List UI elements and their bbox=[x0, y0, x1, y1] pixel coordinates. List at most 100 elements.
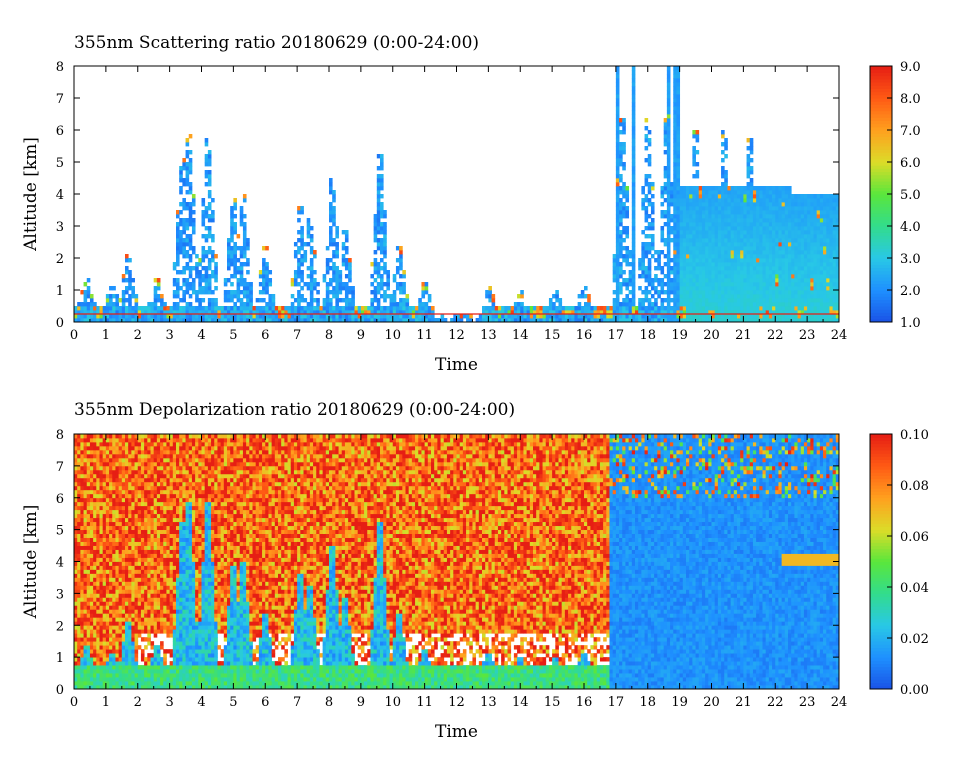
colorbar-swatch bbox=[870, 98, 892, 102]
colorbar-swatch bbox=[870, 251, 892, 256]
x-tick-label: 4 bbox=[197, 695, 205, 710]
colorbar-swatch bbox=[870, 216, 892, 221]
colorbar-swatch bbox=[870, 146, 892, 150]
colorbar-swatch bbox=[870, 312, 892, 317]
colorbar-swatch bbox=[870, 142, 892, 147]
colorbar-swatch bbox=[870, 82, 892, 86]
x-tick-label: 5 bbox=[229, 328, 237, 343]
colorbar-swatch bbox=[870, 472, 892, 476]
x-tick-label: 20 bbox=[703, 695, 720, 710]
colorbar-swatch bbox=[870, 235, 892, 240]
colorbar-swatch bbox=[870, 536, 892, 540]
colorbar-swatch bbox=[870, 306, 892, 310]
colorbar-swatch bbox=[870, 469, 892, 473]
colorbar-swatch bbox=[870, 110, 892, 115]
colorbar-swatch bbox=[870, 644, 892, 649]
colorbar-swatch bbox=[870, 641, 892, 645]
colorbar-swatch bbox=[870, 171, 892, 176]
y-tick-label: 1 bbox=[56, 284, 64, 299]
colorbar-swatch bbox=[870, 270, 892, 275]
y-tick-label: 4 bbox=[56, 556, 64, 571]
x-tick-label: 18 bbox=[639, 695, 656, 710]
x-tick-label: 2 bbox=[134, 328, 142, 343]
colorbar-swatch bbox=[870, 481, 892, 486]
colorbar-swatch bbox=[870, 274, 892, 278]
colorbar-swatch bbox=[870, 685, 892, 690]
chart-title: 355nm Depolarization ratio 20180629 (0:0… bbox=[74, 400, 515, 420]
colorbar-swatch bbox=[870, 117, 892, 121]
colorbar-swatch bbox=[870, 174, 892, 179]
colorbar-swatch bbox=[870, 564, 892, 569]
x-tick-label: 9 bbox=[357, 328, 365, 343]
x-tick-label: 4 bbox=[197, 328, 205, 343]
colorbar-swatch bbox=[870, 453, 892, 457]
colorbar-swatch bbox=[870, 126, 892, 131]
colorbar-swatch bbox=[870, 622, 892, 626]
x-tick-label: 16 bbox=[576, 695, 593, 710]
axis-ticks: 0 1 2 3 4 5 6 7 8 9 10 11 12 13 14 15 16 17 18 19 20 21 22 23 24… bbox=[56, 428, 848, 710]
y-axis-label: Altitude [km] bbox=[21, 137, 41, 252]
x-tick-label: 6 bbox=[261, 328, 269, 343]
colorbar-swatch bbox=[870, 78, 892, 83]
y-tick-label: 3 bbox=[56, 587, 64, 602]
colorbar-swatch bbox=[870, 104, 892, 109]
y-tick-label: 2 bbox=[56, 252, 64, 267]
colorbar-swatch bbox=[870, 612, 892, 617]
colorbar-swatch bbox=[870, 107, 892, 112]
colorbar-swatch bbox=[870, 213, 892, 217]
x-tick-label: 13 bbox=[480, 695, 497, 710]
colorbar-swatch bbox=[870, 440, 892, 445]
colorbar-swatch bbox=[870, 574, 892, 578]
colorbar-swatch bbox=[870, 580, 892, 585]
colorbar-swatch bbox=[870, 520, 892, 524]
y-tick-label: 5 bbox=[56, 156, 64, 171]
colorbar: 0.00 0.02 0.04 0.06 0.08 0.10 bbox=[869, 428, 929, 698]
colorbar-swatch bbox=[870, 555, 892, 559]
colorbar-swatch bbox=[870, 210, 892, 214]
colorbar-swatch bbox=[870, 75, 892, 80]
colorbar-swatch bbox=[870, 248, 892, 253]
colorbar-swatch bbox=[870, 638, 892, 642]
colorbar-swatch bbox=[870, 443, 892, 448]
colorbar-swatch bbox=[870, 657, 892, 661]
colorbar-swatch bbox=[870, 593, 892, 598]
colorbar-swatch bbox=[870, 437, 892, 441]
colorbar-swatch bbox=[870, 497, 892, 502]
x-tick-label: 11 bbox=[416, 695, 433, 710]
x-tick-label: 1 bbox=[102, 695, 110, 710]
colorbar-label: 0.10 bbox=[900, 428, 929, 443]
x-tick-label: 23 bbox=[799, 328, 816, 343]
x-tick-label: 2 bbox=[134, 695, 142, 710]
depolarization-ratio-panel: 355nm Depolarization ratio 20180629 (0:0… bbox=[21, 400, 929, 742]
y-tick-label: 2 bbox=[56, 619, 64, 634]
colorbar-swatch bbox=[870, 577, 892, 582]
colorbar-swatch bbox=[870, 494, 892, 499]
x-tick-label: 1 bbox=[102, 328, 110, 343]
colorbar-swatch bbox=[870, 583, 892, 588]
colorbar-swatch bbox=[870, 286, 892, 291]
colorbar-swatch bbox=[870, 194, 892, 198]
x-tick-label: 5 bbox=[229, 695, 237, 710]
colorbar-swatch bbox=[870, 647, 892, 652]
colorbar-swatch bbox=[870, 242, 892, 246]
colorbar-swatch bbox=[870, 650, 892, 655]
colorbar-swatch bbox=[870, 625, 892, 629]
colorbar-label: 6.0 bbox=[900, 156, 921, 171]
colorbar-swatch bbox=[870, 682, 892, 687]
x-tick-label: 19 bbox=[671, 328, 688, 343]
y-tick-label: 5 bbox=[56, 524, 64, 539]
colorbar-swatch bbox=[870, 130, 892, 134]
x-tick-label: 12 bbox=[448, 695, 465, 710]
x-tick-label: 11 bbox=[416, 328, 433, 343]
colorbar-swatch bbox=[870, 567, 892, 572]
colorbar-swatch bbox=[870, 545, 892, 550]
colorbar-swatch bbox=[870, 548, 892, 553]
y-tick-label: 1 bbox=[56, 651, 64, 666]
colorbar-swatch bbox=[870, 187, 892, 192]
colorbar-swatch bbox=[870, 529, 892, 534]
x-axis-label: Time bbox=[435, 722, 478, 742]
x-tick-label: 22 bbox=[767, 695, 784, 710]
colorbar-swatch bbox=[870, 181, 892, 185]
colorbar-label: 0.02 bbox=[900, 632, 929, 647]
colorbar-label: 3.0 bbox=[900, 252, 921, 267]
